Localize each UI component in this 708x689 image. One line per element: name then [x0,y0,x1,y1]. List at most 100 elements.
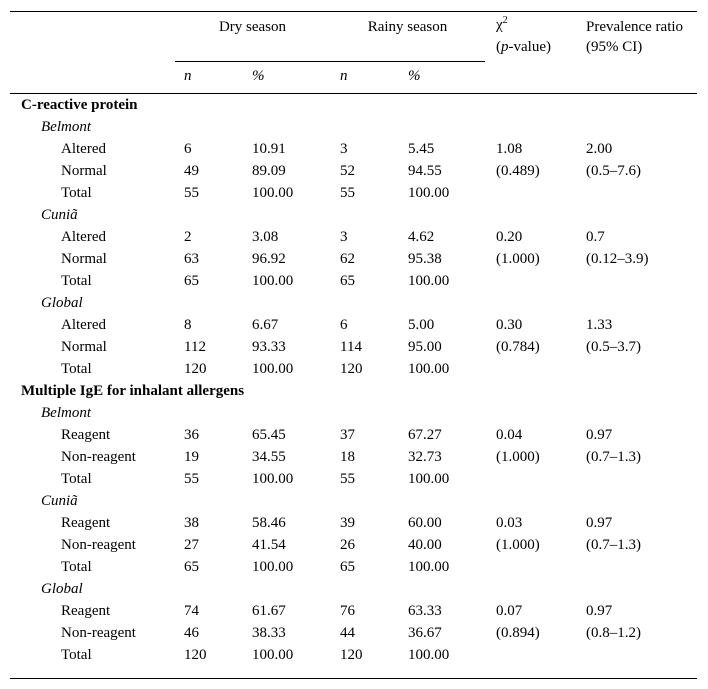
cell: 1.33 [586,317,613,333]
cell: 36.67 [408,625,442,641]
group-name: Global [41,295,83,311]
cell: 5.00 [408,317,435,333]
row-label: Altered [61,229,106,245]
cell: (0.7–1.3) [586,537,641,553]
chi-rest: -value) [508,39,551,55]
cell: 18 [340,449,355,465]
cell: 3.08 [252,229,279,245]
chi-header: χ2 [496,16,508,34]
cell: 19 [184,449,199,465]
top-rule [10,11,697,12]
row-label: Normal [61,163,107,179]
row-label: Non-reagent [61,537,136,553]
sub-header: % [252,68,265,84]
cell: (0.894) [496,625,540,641]
row-label: Total [61,185,92,201]
chi-p: p [501,39,509,55]
cell: 120 [340,647,363,663]
cell: 44 [340,625,355,641]
cell: 2.00 [586,141,613,157]
row-label: Altered [61,141,106,157]
cell: 100.00 [252,559,294,575]
cell: 112 [184,339,206,355]
pr-header: Prevalence ratio [586,19,684,35]
cell: 55 [340,185,355,201]
cell: 60.00 [408,515,442,531]
group-name: Belmont [41,119,91,135]
cell: 41.54 [252,537,286,553]
group-header: Rainy season [367,19,448,35]
cell: 100.00 [408,559,450,575]
cell: 39 [340,515,355,531]
cell: (0.8–1.2) [586,625,641,641]
cell: (0.784) [496,339,540,355]
cell: 100.00 [252,647,294,663]
cell: (1.000) [496,449,540,465]
cell: 3 [340,141,348,157]
cell: 27 [184,537,199,553]
group-name: Global [41,581,83,597]
cell: 55 [340,471,355,487]
cell: 40.00 [408,537,442,553]
cell: 62 [340,251,355,267]
chi-open: ( [496,39,501,55]
cell: 1.08 [496,141,523,157]
cell: 52 [340,163,355,179]
cell: 120 [184,361,207,377]
cell: 0.97 [586,515,613,531]
sub-header: % [408,68,421,84]
cell: (1.000) [496,537,540,553]
cell: 100.00 [252,471,294,487]
cell: 65 [340,273,355,289]
cell: (1.000) [496,251,540,267]
cell: 120 [340,361,363,377]
cell: (0.5–7.6) [586,163,641,179]
group-rule [175,61,485,62]
cell: 32.73 [408,449,442,465]
sub-header: n [340,68,348,84]
cell: 38 [184,515,199,531]
group-header: Dry season [218,19,287,35]
cell: 0.7 [586,229,605,245]
row-label: Normal [61,339,107,355]
row-label: Non-reagent [61,625,136,641]
group-name: Cuniã [41,207,78,223]
cell: 61.67 [252,603,286,619]
bottom-rule [10,678,697,679]
pr-header: (95% CI) [586,39,643,55]
cell: 58.46 [252,515,286,531]
cell: 55 [184,471,199,487]
cell: 37 [340,427,355,443]
chi-header-2: (p-value) [496,38,551,56]
cell: 0.97 [586,427,613,443]
cell: 100.00 [408,273,450,289]
row-label: Altered [61,317,106,333]
cell: 100.00 [408,471,450,487]
cell: 100.00 [252,361,294,377]
cell: 120 [184,647,207,663]
cell: 67.27 [408,427,442,443]
cell: 0.97 [586,603,613,619]
cell: 8 [184,317,192,333]
group-name: Cuniã [41,493,78,509]
cell: 96.92 [252,251,286,267]
header-rule [10,93,697,94]
cell: 65 [184,273,199,289]
cell: 100.00 [408,361,450,377]
cell: 114 [340,339,362,355]
section-title: C-reactive protein [21,97,138,113]
cell: 5.45 [408,141,435,157]
cell: 4.62 [408,229,435,245]
chi-symbol: χ [496,17,503,33]
cell: (0.12–3.9) [586,251,649,267]
cell: 36 [184,427,199,443]
cell: 38.33 [252,625,286,641]
cell: 0.20 [496,229,523,245]
cell: 76 [340,603,355,619]
cell: 94.55 [408,163,442,179]
row-label: Total [61,647,92,663]
row-label: Reagent [61,515,111,531]
cell: 0.07 [496,603,523,619]
cell: 6.67 [252,317,279,333]
